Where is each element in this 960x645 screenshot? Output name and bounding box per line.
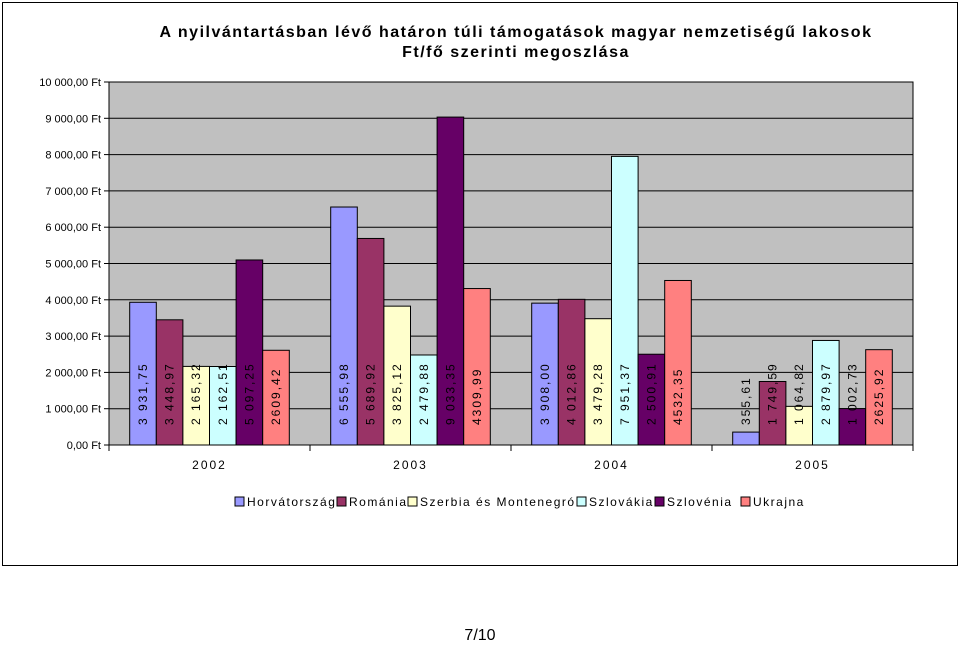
bar <box>611 155 639 446</box>
y-tick-label: 3 000,00 Ft <box>45 331 101 343</box>
y-tick-label: 9 000,00 Ft <box>45 113 101 125</box>
bar <box>838 408 867 446</box>
chart-frame: A nyilvántartásban lévő határon túli tám… <box>2 2 958 566</box>
y-tick-label: 10 000,00 Ft <box>39 77 101 89</box>
data-label: 4309,99 <box>470 368 484 425</box>
data-label: 3 931,75 <box>136 362 150 425</box>
chart-title-line: A nyilvántartásban lévő határon túli tám… <box>160 24 873 41</box>
data-label: 6 555,98 <box>337 362 351 425</box>
bar <box>758 380 787 446</box>
legend-swatch <box>407 496 418 507</box>
legend-label: Románia <box>349 495 408 509</box>
category-label: 2002 <box>192 458 227 472</box>
y-tick-label: 0,00 Ft <box>67 440 101 452</box>
data-label: 3 908,00 <box>538 362 552 425</box>
bar <box>209 366 237 446</box>
legend-label: Ukrajna <box>753 495 805 509</box>
legend-swatch <box>576 496 587 507</box>
data-label: 7 951,37 <box>618 362 632 425</box>
category-label: 2003 <box>393 458 428 472</box>
data-label: 4532,35 <box>671 368 685 425</box>
chart-title-line: Ft/fő szerinti megoszlása <box>402 44 630 61</box>
legend-label: Szlovénia <box>667 495 733 509</box>
y-tick-label: 4 000,00 Ft <box>45 295 101 307</box>
legend-swatch <box>740 496 751 507</box>
bar <box>812 339 840 446</box>
y-tick-label: 5 000,00 Ft <box>45 259 101 271</box>
bar <box>330 206 358 446</box>
data-label: 1 749,59 <box>766 362 780 425</box>
data-label: 1 064,82 <box>792 362 806 425</box>
data-label: 3 448,97 <box>163 362 177 425</box>
data-label: 2 165,32 <box>189 362 203 425</box>
data-label: 3 479,28 <box>591 362 605 425</box>
y-tick-label: 6 000,00 Ft <box>45 222 101 234</box>
bar <box>383 305 411 446</box>
bar <box>436 116 465 446</box>
page-number: 7/10 <box>464 627 496 644</box>
bar <box>584 318 613 446</box>
bar <box>732 431 760 446</box>
data-label: 2 879,97 <box>819 362 833 425</box>
y-tick-label: 1 000,00 Ft <box>45 404 101 416</box>
legend-swatch <box>336 496 347 507</box>
legend-swatch <box>234 496 245 507</box>
data-label: 2625,92 <box>872 368 886 425</box>
data-label: 2609,42 <box>269 368 283 425</box>
chart-svg: A nyilvántartásban lévő határon túli tám… <box>39 24 914 509</box>
data-label: 3 825,12 <box>390 362 404 425</box>
data-label: 9 033,35 <box>443 362 457 425</box>
y-tick-label: 2 000,00 Ft <box>45 367 101 379</box>
legend-label: Szerbia és Montenegró <box>420 495 576 509</box>
bar <box>129 301 157 446</box>
legend-swatch <box>654 496 665 507</box>
data-label: 2 479,88 <box>417 362 431 425</box>
y-tick-label: 7 000,00 Ft <box>45 186 101 198</box>
bar <box>865 349 893 446</box>
data-label: 355,61 <box>739 376 753 425</box>
data-label: 1 002,73 <box>845 362 859 425</box>
data-label: 2 500,91 <box>644 362 658 425</box>
data-label: 5 097,25 <box>242 362 256 425</box>
legend-label: Horvátország <box>247 495 336 509</box>
y-tick-label: 8 000,00 Ft <box>45 150 101 162</box>
data-label: 5 689,92 <box>364 362 378 425</box>
data-label: 4 012,86 <box>565 362 579 425</box>
category-label: 2005 <box>795 458 830 472</box>
category-label: 2004 <box>594 458 629 472</box>
bar <box>410 354 438 446</box>
data-label: 2 162,51 <box>216 362 230 425</box>
legend-label: Szlovákia <box>589 495 654 509</box>
